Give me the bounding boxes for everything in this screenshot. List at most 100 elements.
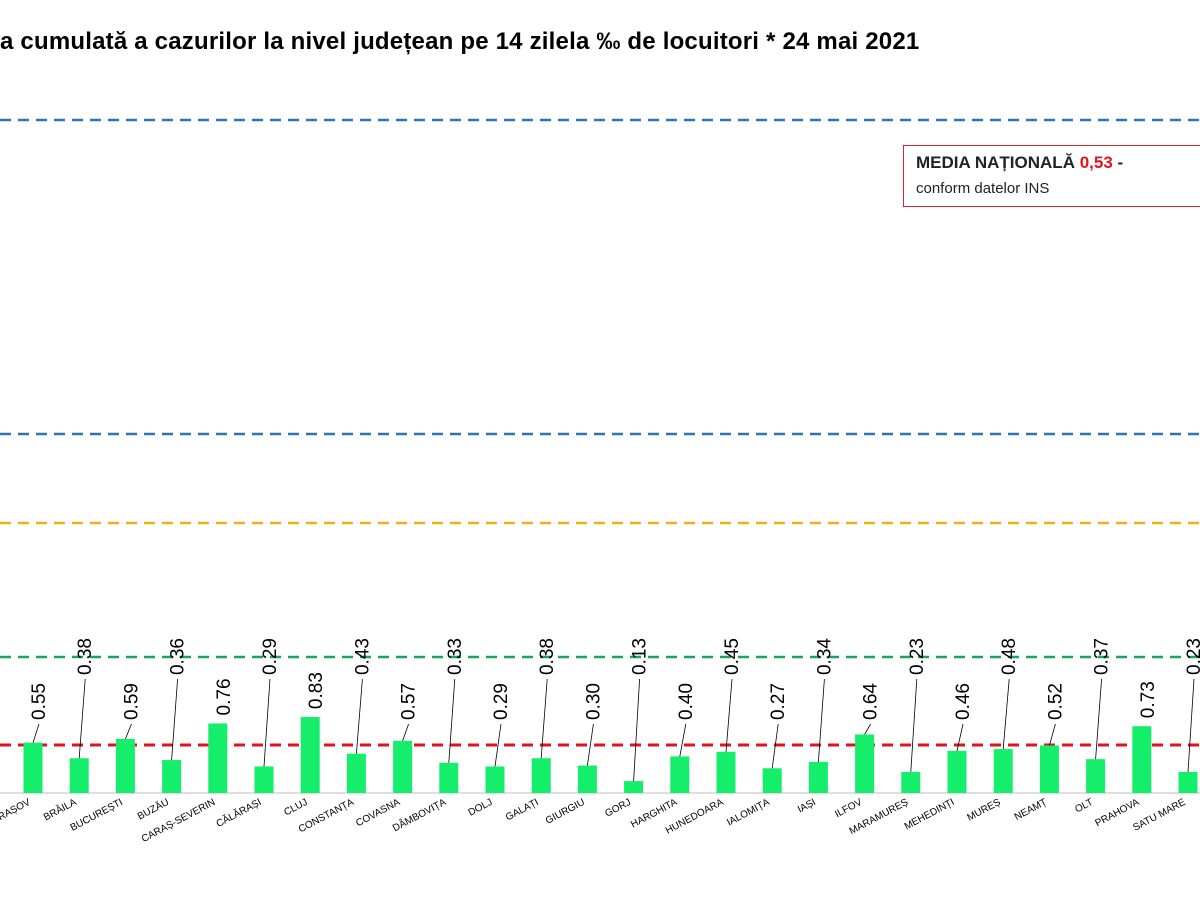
value-label: 0.55 bbox=[29, 683, 50, 720]
bar bbox=[762, 768, 782, 793]
bar bbox=[993, 749, 1013, 793]
leader-line bbox=[494, 723, 502, 767]
category-label: IALOMIȚA bbox=[725, 797, 772, 829]
bar bbox=[254, 766, 274, 793]
bar bbox=[69, 758, 89, 793]
category-label: BUZĂU bbox=[135, 795, 171, 822]
leader-line bbox=[448, 678, 456, 763]
bar bbox=[23, 742, 43, 793]
leader-line bbox=[956, 723, 964, 751]
leader-line bbox=[263, 678, 271, 767]
value-label: 0.83 bbox=[306, 672, 327, 709]
label-leader-lines bbox=[32, 678, 1195, 782]
leader-line bbox=[679, 723, 687, 757]
national-average-value: 0,53 bbox=[1079, 153, 1113, 172]
leader-line bbox=[1049, 723, 1056, 746]
leader-line bbox=[771, 723, 779, 769]
leader-line bbox=[356, 678, 363, 754]
leader-line bbox=[171, 678, 178, 761]
value-label: 0.76 bbox=[214, 678, 235, 715]
leader-line bbox=[587, 723, 594, 766]
national-average-label: MEDIA NAȚIONALĂ bbox=[916, 153, 1080, 172]
value-label: 0.43 bbox=[352, 638, 373, 675]
leader-line bbox=[1002, 678, 1010, 750]
bar bbox=[393, 740, 413, 793]
category-label: ILFOV bbox=[833, 797, 864, 820]
value-label: 0.29 bbox=[491, 683, 512, 720]
bar bbox=[485, 766, 505, 793]
bar bbox=[208, 723, 228, 793]
national-average-box: MEDIA NAȚIONALĂ 0,53 - conform datelor I… bbox=[903, 145, 1200, 207]
value-label: 0.36 bbox=[168, 638, 189, 675]
bar bbox=[300, 717, 320, 793]
national-average-line: MEDIA NAȚIONALĂ 0,53 - bbox=[916, 153, 1123, 173]
value-label: 0.48 bbox=[999, 638, 1020, 675]
bar bbox=[947, 750, 967, 793]
bar bbox=[716, 751, 736, 793]
leader-line bbox=[402, 723, 409, 741]
category-label: IAȘI bbox=[796, 797, 818, 816]
value-label: 0.34 bbox=[814, 638, 835, 675]
category-label: SATU MARE bbox=[1131, 797, 1187, 834]
category-label: CLUJ bbox=[282, 797, 309, 818]
bars bbox=[23, 717, 1198, 793]
value-label: 0.23 bbox=[1184, 638, 1200, 675]
category-label: MEHEDINȚI bbox=[903, 797, 957, 833]
bar bbox=[670, 756, 690, 793]
category-label: OLT bbox=[1073, 797, 1095, 816]
chart-title: a cumulată a cazurilor la nivel județean… bbox=[0, 28, 920, 55]
value-labels: 0.55 0.38 0.59 0.36 0.76 0.29 0.83 0.43 0.57 0.33… bbox=[29, 638, 1200, 720]
leader-line bbox=[540, 678, 548, 759]
bar bbox=[1086, 759, 1106, 793]
national-average-suffix: - bbox=[1112, 153, 1124, 172]
value-label: 0.38 bbox=[75, 638, 96, 675]
category-label: GIURGIU bbox=[544, 797, 587, 827]
bar bbox=[624, 781, 644, 793]
value-label: 0.29 bbox=[260, 638, 281, 675]
category-label: GORJ bbox=[603, 797, 633, 820]
leader-line bbox=[910, 678, 918, 772]
leader-line bbox=[633, 678, 640, 782]
value-label: 0.38 bbox=[537, 638, 558, 675]
value-label: 0.57 bbox=[399, 683, 420, 720]
bar bbox=[162, 760, 182, 793]
bar bbox=[115, 739, 135, 793]
bar bbox=[577, 765, 597, 793]
leader-line bbox=[32, 723, 40, 743]
category-label: RAȘOV bbox=[0, 797, 33, 823]
bar bbox=[901, 771, 921, 793]
category-label: DOLJ bbox=[467, 797, 495, 819]
national-average-source: conform datelor INS bbox=[916, 180, 1050, 197]
bar bbox=[531, 758, 551, 793]
bar bbox=[439, 762, 459, 793]
value-label: 0.30 bbox=[583, 683, 604, 720]
value-label: 0.33 bbox=[445, 638, 466, 675]
leader-line bbox=[725, 678, 733, 752]
leader-line bbox=[818, 678, 825, 762]
leader-line bbox=[78, 678, 86, 759]
leader-line bbox=[125, 723, 132, 740]
value-label: 0.59 bbox=[121, 683, 142, 720]
bar bbox=[1039, 745, 1059, 793]
value-label: 0.37 bbox=[1092, 638, 1113, 675]
value-label: 0.46 bbox=[953, 683, 974, 720]
category-label: NEAMȚ bbox=[1013, 797, 1049, 823]
leader-line bbox=[1095, 678, 1102, 760]
bar bbox=[855, 734, 875, 793]
category-label: MUREȘ bbox=[966, 797, 1003, 824]
value-label: 0.27 bbox=[768, 683, 789, 720]
value-label: 0.23 bbox=[907, 638, 928, 675]
value-label: 0.45 bbox=[722, 638, 743, 675]
category-label: GALAȚI bbox=[504, 797, 541, 823]
value-label: 0.40 bbox=[676, 683, 697, 720]
bar bbox=[808, 761, 828, 793]
category-label: BUCUREȘTI bbox=[69, 797, 125, 834]
leader-line bbox=[864, 723, 871, 735]
value-label: 0.13 bbox=[630, 638, 651, 675]
category-label: BRĂILA bbox=[41, 795, 79, 823]
bar bbox=[1178, 771, 1198, 793]
category-label: CĂLĂRAȘI bbox=[214, 795, 264, 830]
bar bbox=[346, 753, 366, 793]
